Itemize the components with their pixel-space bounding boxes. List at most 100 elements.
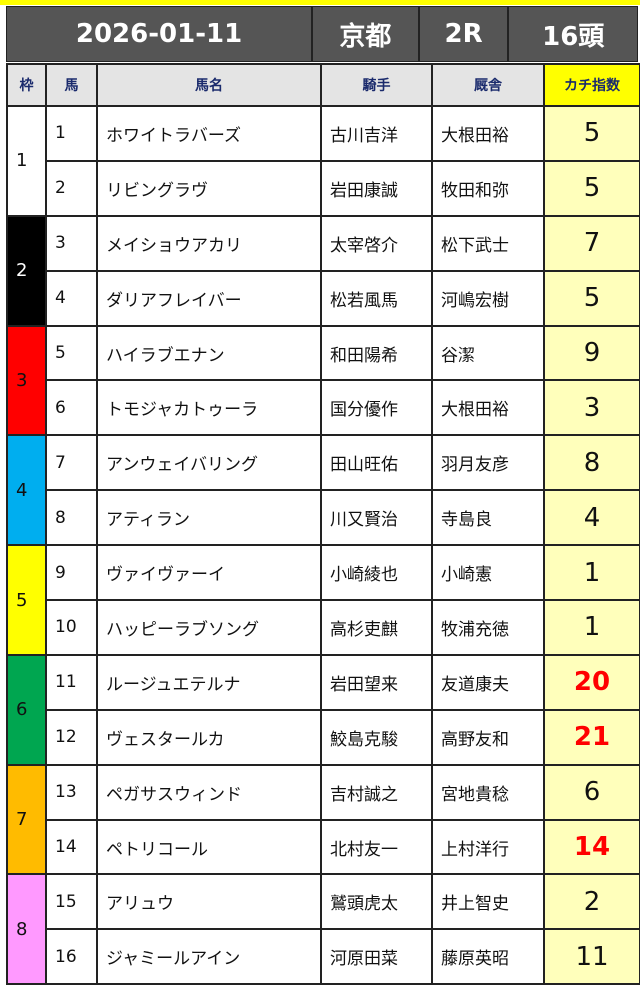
table-row: 2 リビングラヴ 岩田康誠 牧田和弥 5	[7, 159, 640, 217]
trainer-name: 小崎憲	[431, 544, 545, 602]
kachi-index: 5	[543, 105, 640, 162]
kachi-index: 21	[543, 708, 640, 766]
horse-number: 16	[45, 928, 98, 986]
kachi-index: 4	[543, 489, 640, 547]
jockey-name: 川又賢治	[320, 489, 433, 547]
table-row: 1 1 ホワイトラバーズ 古川吉洋 大根田裕 5	[6, 105, 640, 217]
horse-number: 3	[45, 214, 98, 272]
horse-number: 2	[45, 159, 98, 217]
horse-number: 12	[45, 708, 98, 766]
kachi-index: 14	[543, 818, 640, 876]
waku-cell: 1	[6, 105, 47, 217]
trainer-name: 井上智史	[431, 873, 545, 931]
entries-table: 枠 馬 馬名 騎手 厩舎 カチ指数 1 1 ホワイトラバーズ 古川吉洋 大根田裕 5 2 リビ…	[6, 63, 640, 986]
table-row: 8 15 アリュウ 鷲頭虎太 井上智史 2	[6, 873, 640, 986]
horse-name: アリュウ	[96, 873, 322, 931]
jockey-name: 吉村誠之	[320, 763, 433, 821]
col-waku: 枠	[6, 63, 47, 107]
jockey-name: 鷲頭虎太	[320, 873, 433, 931]
horse-number: 15	[45, 873, 98, 931]
horse-name: ルージュエテルナ	[96, 653, 322, 711]
kachi-index: 7	[543, 214, 640, 272]
horse-name: アティラン	[96, 489, 322, 547]
horse-number: 13	[45, 763, 98, 821]
col-uma: 馬	[45, 63, 98, 107]
table-row: 4 7 アンウェイバリング 田山旺佑 羽月友彦 8	[6, 434, 640, 547]
runner-count: 16頭	[542, 21, 605, 52]
kachi-index: 5	[543, 269, 640, 327]
horse-number: 6	[45, 379, 98, 437]
table-row: 4 ダリアフレイバー 松若風馬 河嶋宏樹 5	[7, 269, 640, 327]
table-row: 2 3 メイショウアカリ 太宰啓介 松下武士 7	[6, 214, 640, 327]
horse-number: 8	[45, 489, 98, 547]
kachi-index: 6	[543, 763, 640, 821]
table-row: 7 13 ペガサスウィンド 吉村誠之 宮地貴稔 6	[6, 763, 640, 876]
horse-number: 7	[45, 434, 98, 492]
horse-name: リビングラヴ	[96, 159, 322, 217]
horse-name: トモジャカトゥーラ	[96, 379, 322, 437]
waku-cell: 8	[6, 873, 47, 986]
trainer-name: 友道康夫	[431, 653, 545, 711]
trainer-name: 牧田和弥	[431, 159, 545, 217]
table-row: 8 アティラン 川又賢治 寺島良 4	[7, 489, 640, 547]
waku-cell: 4	[6, 434, 47, 547]
race-number: 2R	[420, 7, 510, 61]
horse-number: 5	[45, 324, 98, 382]
column-header-row: 枠 馬 馬名 騎手 厩舎 カチ指数	[6, 63, 640, 107]
trainer-name: 谷潔	[431, 324, 545, 382]
trainer-name: 藤原英昭	[431, 928, 545, 986]
col-jockey: 騎手	[320, 63, 433, 107]
trainer-name: 上村洋行	[431, 818, 545, 876]
trainer-name: 牧浦充徳	[431, 599, 545, 656]
waku-cell: 2	[6, 214, 47, 327]
jockey-name: 国分優作	[320, 379, 433, 437]
horse-name: ヴェスタールカ	[96, 708, 322, 766]
trainer-name: 高野友和	[431, 708, 545, 766]
kachi-index: 11	[543, 928, 640, 986]
horse-name: ヴァイヴァーイ	[96, 544, 322, 602]
kachi-index: 2	[543, 873, 640, 931]
col-horse-name: 馬名	[96, 63, 322, 107]
horse-number: 11	[45, 653, 98, 711]
horse-name: ホワイトラバーズ	[96, 105, 322, 162]
waku-cell: 3	[6, 324, 47, 437]
waku-cell: 6	[6, 653, 47, 766]
jockey-name: 岩田康誠	[320, 159, 433, 217]
jockey-name: 松若風馬	[320, 269, 433, 327]
trainer-name: 宮地貴稔	[431, 763, 545, 821]
table-row: 5 9 ヴァイヴァーイ 小崎綾也 小崎憲 1	[6, 544, 640, 656]
jockey-name: 田山旺佑	[320, 434, 433, 492]
kachi-index: 5	[543, 159, 640, 217]
horse-name: アンウェイバリング	[96, 434, 322, 492]
horse-number: 10	[45, 599, 98, 656]
kachi-index: 8	[543, 434, 640, 492]
waku-cell: 5	[6, 544, 47, 656]
horse-name: ハッピーラブソング	[96, 599, 322, 656]
jockey-name: 和田陽希	[320, 324, 433, 382]
horse-name: ジャミールアイン	[96, 928, 322, 986]
trainer-name: 河嶋宏樹	[431, 269, 545, 327]
table-row: 6 トモジャカトゥーラ 国分優作 大根田裕 3	[7, 379, 640, 437]
top-accent-strip	[0, 0, 640, 5]
table-row: 6 11 ルージュエテルナ 岩田望来 友道康夫 20	[6, 653, 640, 766]
jockey-name: 岩田望来	[320, 653, 433, 711]
jockey-name: 古川吉洋	[320, 105, 433, 162]
trainer-name: 大根田裕	[431, 105, 545, 162]
table-row: 16 ジャミールアイン 河原田菜 藤原英昭 11	[7, 928, 640, 986]
waku-cell: 7	[6, 763, 47, 876]
horse-name: ペガサスウィンド	[96, 763, 322, 821]
trainer-name: 大根田裕	[431, 379, 545, 437]
horse-number: 1	[45, 105, 98, 162]
horse-name: ペトリコール	[96, 818, 322, 876]
race-header: 2026-01-11 京都 2R 16頭	[6, 6, 638, 62]
table-row: 3 5 ハイラブエナン 和田陽希 谷潔 9	[6, 324, 640, 437]
horse-number: 4	[45, 269, 98, 327]
horse-number: 9	[45, 544, 98, 602]
table-row: 12 ヴェスタールカ 鮫島克駿 高野友和 21	[7, 708, 640, 766]
race-venue: 京都	[313, 7, 420, 61]
kachi-index: 1	[543, 599, 640, 656]
race-date: 2026-01-11	[7, 7, 314, 61]
horse-name: ハイラブエナン	[96, 324, 322, 382]
col-index: カチ指数	[543, 63, 640, 107]
kachi-index: 9	[543, 324, 640, 382]
